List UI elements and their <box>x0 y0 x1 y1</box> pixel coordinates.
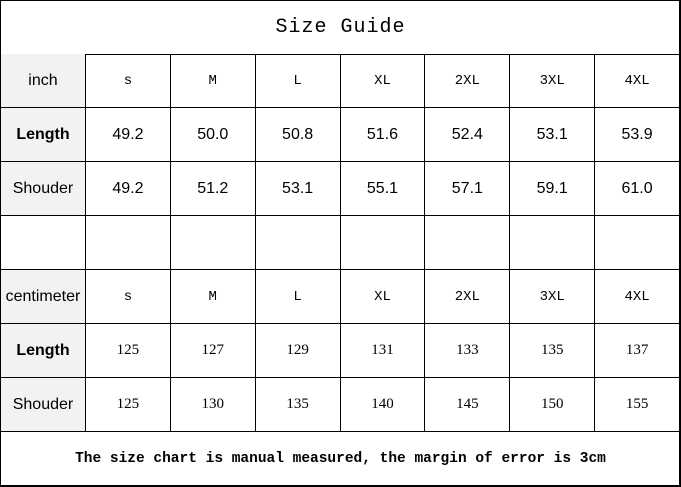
value-cell: 61.0 <box>594 161 679 216</box>
size-header: 2XL <box>424 269 511 324</box>
value-cell: 130 <box>169 377 256 432</box>
size-header: 4XL <box>594 54 679 108</box>
value-cell: 57.1 <box>424 161 511 216</box>
page-title: Size Guide <box>1 1 680 55</box>
size-header: s <box>84 269 171 324</box>
value-cell: 137 <box>594 323 679 378</box>
size-header: XL <box>339 54 426 108</box>
value-cell: 53.1 <box>254 161 341 216</box>
unit-label: centimeter <box>1 269 86 324</box>
row-label: Shouder <box>1 161 86 216</box>
value-cell: 125 <box>84 377 171 432</box>
value-cell: 53.9 <box>594 107 679 162</box>
size-table: inch s M L XL 2XL 3XL 4XL Length 49.2 50.0 50.8 51.6… <box>1 54 679 432</box>
value-cell: 129 <box>254 323 341 378</box>
row-label: Length <box>1 107 86 162</box>
size-header-row: centimeter s M L XL 2XL 3XL 4XL <box>1 269 679 324</box>
footer-note: The size chart is manual measured, the m… <box>75 451 606 467</box>
row-label: Length <box>1 323 86 378</box>
value-cell: 125 <box>84 323 171 378</box>
size-header: M <box>169 269 256 324</box>
empty-cell <box>84 215 171 270</box>
table-row: Length 125 127 129 131 133 135 137 <box>1 323 679 378</box>
size-header: 3XL <box>509 269 596 324</box>
size-header: 2XL <box>424 54 511 108</box>
value-cell: 145 <box>424 377 511 432</box>
empty-cell <box>594 215 679 270</box>
value-cell: 51.6 <box>339 107 426 162</box>
value-cell: 50.0 <box>169 107 256 162</box>
value-cell: 150 <box>509 377 596 432</box>
value-cell: 140 <box>339 377 426 432</box>
empty-cell <box>169 215 256 270</box>
value-cell: 52.4 <box>424 107 511 162</box>
value-cell: 55.1 <box>339 161 426 216</box>
value-cell: 49.2 <box>84 161 171 216</box>
size-header: M <box>169 54 256 108</box>
size-header: L <box>254 269 341 324</box>
size-header: 3XL <box>509 54 596 108</box>
value-cell: 127 <box>169 323 256 378</box>
size-header: XL <box>339 269 426 324</box>
row-label: Shouder <box>1 377 86 432</box>
empty-cell <box>509 215 596 270</box>
spacer-row <box>1 215 679 270</box>
size-header: L <box>254 54 341 108</box>
value-cell: 135 <box>254 377 341 432</box>
value-cell: 59.1 <box>509 161 596 216</box>
value-cell: 49.2 <box>84 107 171 162</box>
table-row: Length 49.2 50.0 50.8 51.6 52.4 53.1 53.9 <box>1 107 679 162</box>
empty-cell <box>424 215 511 270</box>
value-cell: 131 <box>339 323 426 378</box>
value-cell: 135 <box>509 323 596 378</box>
size-header: s <box>84 54 171 108</box>
table-row: Shouder 125 130 135 140 145 150 155 <box>1 377 679 432</box>
value-cell: 50.8 <box>254 107 341 162</box>
value-cell: 51.2 <box>169 161 256 216</box>
size-header-row: inch s M L XL 2XL 3XL 4XL <box>1 54 679 108</box>
unit-label: inch <box>1 54 86 108</box>
value-cell: 53.1 <box>509 107 596 162</box>
empty-cell <box>254 215 341 270</box>
value-cell: 155 <box>594 377 679 432</box>
size-header: 4XL <box>594 269 679 324</box>
empty-cell <box>339 215 426 270</box>
empty-cell <box>1 215 86 270</box>
value-cell: 133 <box>424 323 511 378</box>
table-row: Shouder 49.2 51.2 53.1 55.1 57.1 59.1 61.0 <box>1 161 679 216</box>
